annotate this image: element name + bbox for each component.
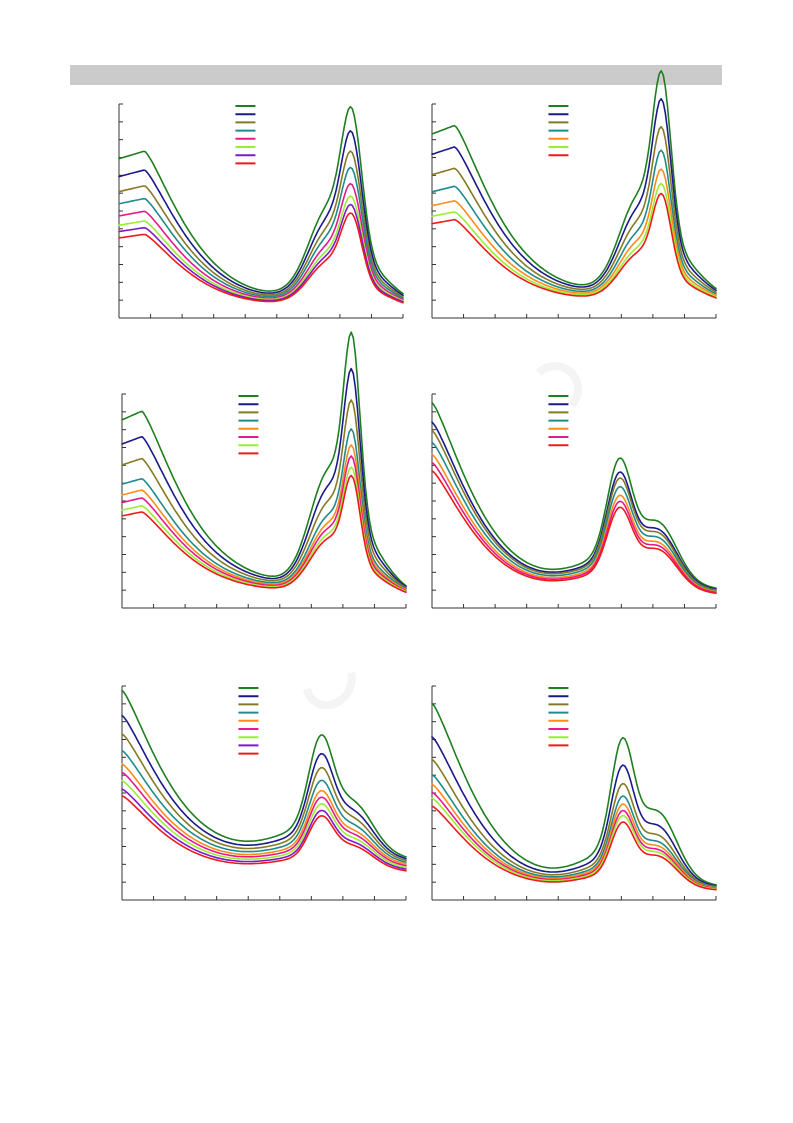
series-line-7 xyxy=(431,192,717,299)
series-line-4 xyxy=(431,441,717,592)
watermark-mark-1 xyxy=(528,362,582,416)
chart-panel-6 xyxy=(431,685,717,901)
series-line-5 xyxy=(121,444,407,591)
chart-panel-2 xyxy=(431,70,717,319)
header-bar xyxy=(70,65,722,85)
series-line-8 xyxy=(121,788,407,870)
series-line-4 xyxy=(121,428,407,590)
series-line-3 xyxy=(431,758,717,888)
series-line-2 xyxy=(121,714,407,860)
series-line-5 xyxy=(121,763,407,865)
series-line-5 xyxy=(431,168,717,297)
series-line-7 xyxy=(431,797,717,890)
series-line-3 xyxy=(431,429,717,591)
series-line-3 xyxy=(121,733,407,862)
series-line-6 xyxy=(118,195,404,302)
series-line-1 xyxy=(431,70,717,290)
series-line-7 xyxy=(431,469,717,594)
series-line-2 xyxy=(431,421,717,590)
series-line-7 xyxy=(121,779,407,869)
series-line-6 xyxy=(431,791,717,890)
series-line-6 xyxy=(431,461,717,594)
series-line-5 xyxy=(431,783,717,889)
series-line-4 xyxy=(431,773,717,888)
series-line-3 xyxy=(121,399,407,589)
chart-panel-5 xyxy=(121,685,407,901)
series-line-5 xyxy=(431,453,717,593)
series-line-9 xyxy=(121,795,407,872)
series-line-2 xyxy=(121,367,407,588)
series-line-7 xyxy=(121,466,407,593)
chart-panel-1 xyxy=(118,103,404,319)
series-line-4 xyxy=(431,149,717,295)
series-line-1 xyxy=(431,401,717,589)
series-line-3 xyxy=(431,125,717,293)
series-line-2 xyxy=(431,736,717,887)
series-line-6 xyxy=(121,455,407,592)
series-line-1 xyxy=(431,702,717,886)
series-line-6 xyxy=(431,182,717,298)
series-line-2 xyxy=(118,130,404,297)
series-line-4 xyxy=(121,749,407,863)
series-line-8 xyxy=(118,212,404,304)
series-line-6 xyxy=(121,771,407,867)
series-line-7 xyxy=(118,203,404,303)
series-line-3 xyxy=(118,150,404,298)
series-line-1 xyxy=(118,105,404,295)
series-line-5 xyxy=(118,182,404,301)
series-line-2 xyxy=(431,98,717,292)
chart-panel-4 xyxy=(431,393,717,609)
series-line-8 xyxy=(431,805,717,891)
series-line-4 xyxy=(118,166,404,300)
chart-panel-3 xyxy=(121,331,407,609)
series-line-1 xyxy=(121,689,407,858)
series-line-8 xyxy=(121,474,407,593)
series-line-1 xyxy=(121,331,407,587)
